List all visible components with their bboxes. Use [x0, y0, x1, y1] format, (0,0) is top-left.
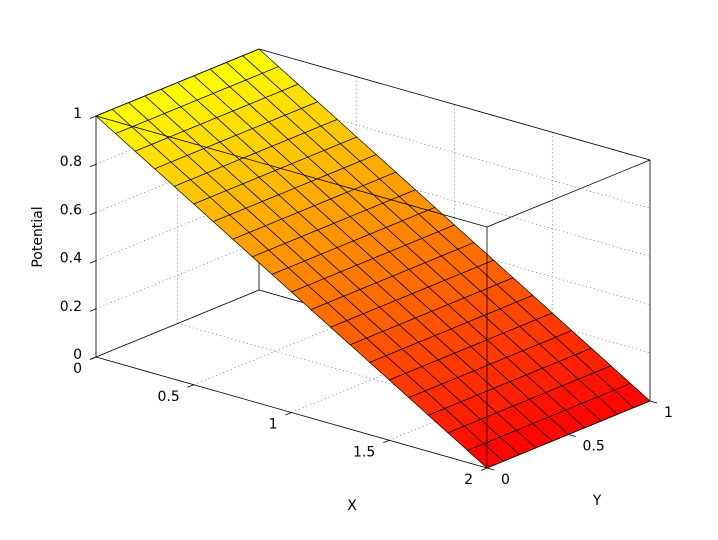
z-tick-label: 0.2 [60, 299, 82, 315]
grid-line [95, 241, 260, 310]
y-tick-label: 0 [501, 472, 510, 488]
x-tick [480, 467, 488, 471]
z-tick [89, 260, 97, 264]
x-tick-label: 1 [269, 417, 278, 433]
x-tick-label: 1.5 [353, 444, 375, 460]
x-tick [383, 439, 390, 444]
x-tick-label: 0.5 [157, 389, 179, 405]
x-tick [285, 412, 292, 416]
z-tick [89, 163, 97, 168]
z-axis-label: Potential [30, 206, 46, 267]
z-tick [89, 212, 97, 216]
y-tick [568, 434, 576, 437]
z-tick-label: 0.6 [60, 202, 82, 218]
z-tick-label: 0.8 [60, 154, 82, 170]
box-edge [95, 48, 260, 117]
grid-line [291, 345, 455, 413]
z-tick [89, 308, 97, 312]
x-tick [187, 384, 194, 388]
y-tick-label: 0.5 [583, 439, 605, 455]
z-tick [89, 356, 97, 360]
x-tick-label: 2 [464, 472, 473, 488]
z-tick-label: 0.4 [60, 251, 82, 267]
z-tick-label: 1 [73, 106, 82, 122]
x-axis-label: X [347, 498, 357, 514]
box-edge [258, 48, 651, 161]
grid-line [193, 317, 357, 386]
y-tick-label: 1 [664, 405, 673, 421]
box-edge [95, 289, 260, 358]
z-tick [89, 115, 97, 119]
y-tick [486, 467, 495, 471]
x-tick-label: 0 [73, 361, 82, 377]
box-edge [486, 159, 651, 228]
box-edge [95, 115, 488, 228]
y-tick [649, 400, 658, 404]
grid-line [95, 193, 260, 261]
z-tick-label: 0 [73, 347, 82, 363]
y-axis-label: Y [592, 493, 602, 509]
